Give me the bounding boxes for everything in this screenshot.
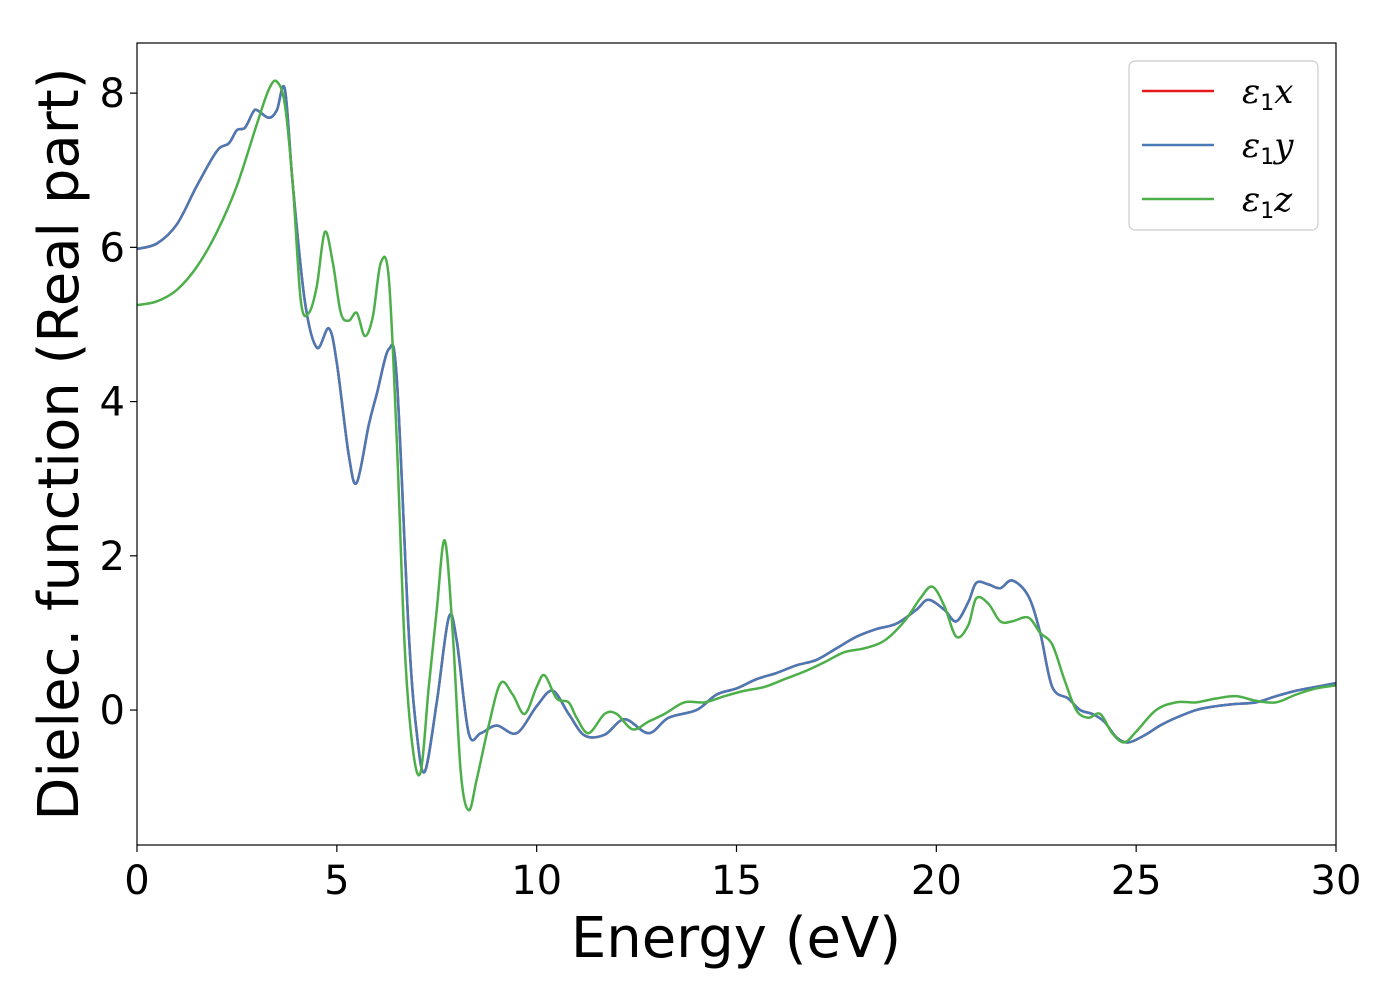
legend-label-1: ε1x <box>1242 72 1293 116</box>
y-tick-label: 4 <box>100 380 125 426</box>
legend-label-2: ε1y <box>1242 126 1294 170</box>
y-tick-label: 0 <box>100 688 125 734</box>
legend-label-3: ε1z <box>1242 180 1293 224</box>
x-tick-label: 25 <box>1111 858 1162 904</box>
y-tick-label: 6 <box>100 225 125 271</box>
plot-lines <box>137 79 1336 812</box>
y-tick-label: 8 <box>100 71 125 117</box>
x-tick-label: 5 <box>324 858 349 904</box>
x-tick-label: 30 <box>1311 858 1362 904</box>
legend: ε1x ε1y ε1z <box>1128 60 1319 231</box>
legend-box <box>1128 60 1319 231</box>
y-axis-label: Dielec. function (Real part) <box>27 67 92 820</box>
x-tick-label: 10 <box>511 858 562 904</box>
y-tick-label: 2 <box>100 534 125 580</box>
x-axis-label: Energy (eV) <box>571 906 901 971</box>
x-tick-label: 0 <box>124 858 149 904</box>
series-line-2 <box>137 85 1336 774</box>
x-tick-label: 15 <box>711 858 762 904</box>
x-tick-label: 20 <box>911 858 962 904</box>
series-line-3 <box>137 79 1336 812</box>
axes: 0 5 10 15 20 25 30 0 2 4 6 8 <box>100 42 1362 904</box>
